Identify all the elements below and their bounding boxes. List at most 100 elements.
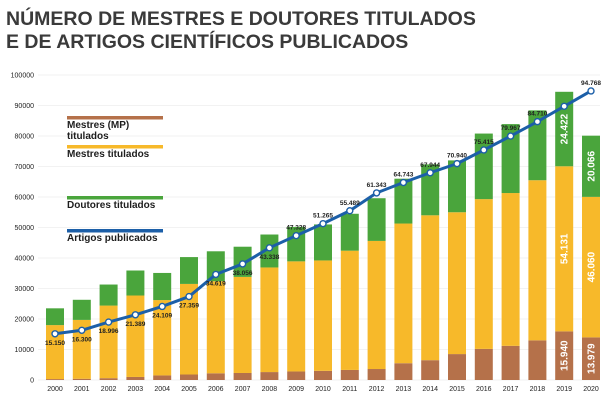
bar-mestres-2008 — [260, 267, 279, 373]
bar-mestres-2005 — [180, 283, 198, 375]
bar-doutores-2013 — [394, 178, 413, 224]
line-data-label: 38.056 — [233, 270, 253, 277]
bar-doutores-2015 — [448, 160, 466, 213]
chart-title: NÚMERO DE MESTRES E DOUTORES TITULADOS E… — [6, 8, 476, 54]
x-tick-label: 2014 — [422, 386, 438, 393]
bar-mestres_mp-2011 — [340, 369, 359, 380]
line-point-2019 — [560, 102, 568, 110]
bar-mestres-2000 — [46, 325, 64, 380]
bar-mestres_mp-2019 — [555, 331, 574, 380]
line-data-label: 43.338 — [259, 254, 279, 261]
x-tick-label: 2013 — [396, 386, 412, 393]
y-axis: 0 10000 20000 30000 40000 50000 60000 70000 8000… — [11, 73, 34, 385]
x-tick-label: 2006 — [208, 386, 224, 393]
bar-mestres-2001 — [72, 319, 91, 379]
line-point-2020 — [587, 87, 595, 95]
line-data-label: 27.359 — [179, 303, 199, 310]
line-point-2017 — [506, 132, 515, 140]
line-data-label: 24.109 — [152, 312, 172, 319]
bar-mestres_mp-2003 — [126, 376, 145, 380]
bar-mestres-2019 — [555, 166, 574, 332]
bar-mestres_mp-2018 — [528, 340, 547, 380]
legend-swatch-doutores — [67, 196, 163, 200]
legend-label-mestres_mp: Mestres (MP) titulados — [67, 120, 129, 142]
bar-value-label: 13.979 — [587, 343, 598, 374]
bar-mestres-2015 — [448, 212, 466, 355]
x-tick-label: 2007 — [235, 386, 251, 393]
bar-value-label: 15.940 — [560, 340, 571, 371]
bar-doutores-2004 — [153, 272, 172, 301]
bar-value-labels: 15.940 54.131 24.422 13.979 46.060 20.066 — [560, 113, 598, 374]
bar-mestres_mp-2006 — [206, 373, 225, 380]
legend-label-mestres: Mestres titulados — [67, 149, 150, 160]
bar-doutores-2005 — [180, 257, 198, 284]
bar-mestres_mp-2015 — [448, 354, 466, 380]
bar-mestres-2007 — [233, 276, 252, 373]
legend-label-line: Mestres (MP) — [67, 120, 129, 131]
bar-doutores-2017 — [501, 124, 520, 194]
bar-mestres-2003 — [126, 295, 145, 377]
x-tick-label: 2008 — [262, 386, 278, 393]
bar-mestres-2004 — [153, 300, 172, 376]
bar-value-label: 20.066 — [587, 151, 598, 182]
line-series: 15.150 16.300 18.996 21.389 24.109 27.359 34.6… — [45, 80, 601, 347]
bar-mestres-2012 — [367, 240, 386, 370]
line-data-label: 70.940 — [447, 153, 467, 160]
bar-doutores-2012 — [367, 198, 386, 241]
line-data-label: 51.265 — [313, 213, 333, 220]
line-data-label: 18.996 — [99, 328, 119, 335]
x-tick-label: 2020 — [583, 386, 599, 393]
legend-label-doutores: Doutores titulados — [67, 200, 156, 211]
bar-mestres_mp-2009 — [287, 371, 306, 380]
y-tick-label: 80000 — [15, 134, 35, 141]
x-axis: 2000 2001 2002 2003 2004 2005 2006 2007 2008 2009… — [47, 386, 599, 393]
y-tick-label: 60000 — [15, 195, 35, 202]
chart-title-line-1: NÚMERO DE MESTRES E DOUTORES TITULADOS — [6, 8, 476, 30]
line-data-label: 55.489 — [340, 200, 360, 207]
y-tick-label: 30000 — [15, 286, 35, 293]
bar-mestres_mp-2005 — [180, 374, 198, 380]
bar-doutores-2011 — [340, 213, 359, 251]
bar-mestres_mp-2001 — [72, 378, 91, 380]
line-data-label: 64.743 — [393, 172, 413, 179]
line-data-label: 34.619 — [206, 280, 226, 287]
bar-mestres_mp-2014 — [421, 360, 440, 380]
x-tick-label: 2015 — [449, 386, 465, 393]
line-data-label: 16.300 — [72, 336, 92, 343]
bar-mestres-2002 — [99, 305, 118, 379]
bar-mestres-2017 — [501, 193, 520, 346]
y-tick-label: 20000 — [15, 317, 35, 324]
bar-mestres-2016 — [474, 199, 493, 349]
line-point-2004 — [158, 302, 166, 311]
x-tick-label: 2016 — [476, 386, 492, 393]
bar-value-label: 24.422 — [560, 113, 571, 144]
bar-mestres_mp-2004 — [153, 375, 172, 380]
bar-mestres_mp-2017 — [501, 345, 520, 380]
bar-mestres-2010 — [314, 260, 332, 371]
line-point-2001 — [78, 326, 86, 334]
bar-value-label: 46.060 — [587, 251, 598, 282]
y-tick-label: 90000 — [15, 103, 35, 110]
line-point-2008 — [265, 244, 274, 252]
bar-doutores-2018 — [528, 110, 547, 181]
bar-doutores-2002 — [99, 284, 118, 306]
line-data-label: 61.343 — [367, 182, 387, 189]
bar-mestres_mp-2016 — [474, 348, 493, 380]
bar-mestres-2009 — [287, 261, 306, 372]
x-tick-label: 2012 — [369, 386, 385, 393]
bars — [46, 91, 600, 380]
bar-mestres-2020 — [582, 196, 600, 338]
bar-mestres-2011 — [340, 250, 359, 370]
bar-mestres-2006 — [206, 281, 225, 374]
legend-swatch-mestres — [67, 145, 163, 149]
x-tick-label: 2003 — [128, 386, 144, 393]
y-tick-label: 40000 — [15, 256, 35, 263]
line-point-2003 — [131, 311, 140, 319]
line-point-2002 — [104, 318, 113, 326]
legend: Mestres (MP) titulados Mestres titulados Do… — [67, 116, 163, 244]
bar-mestres-2018 — [528, 180, 547, 341]
line-point-2011 — [346, 207, 354, 215]
line-data-label: 15.150 — [45, 340, 65, 347]
x-tick-label: 2010 — [315, 386, 331, 393]
